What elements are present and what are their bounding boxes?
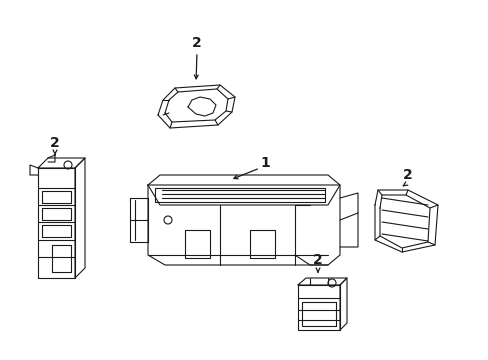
Text: 1: 1 bbox=[260, 156, 269, 170]
Text: 2: 2 bbox=[312, 253, 322, 267]
Text: 2: 2 bbox=[402, 168, 412, 182]
Text: 2: 2 bbox=[192, 36, 202, 50]
Text: 2: 2 bbox=[50, 136, 60, 150]
